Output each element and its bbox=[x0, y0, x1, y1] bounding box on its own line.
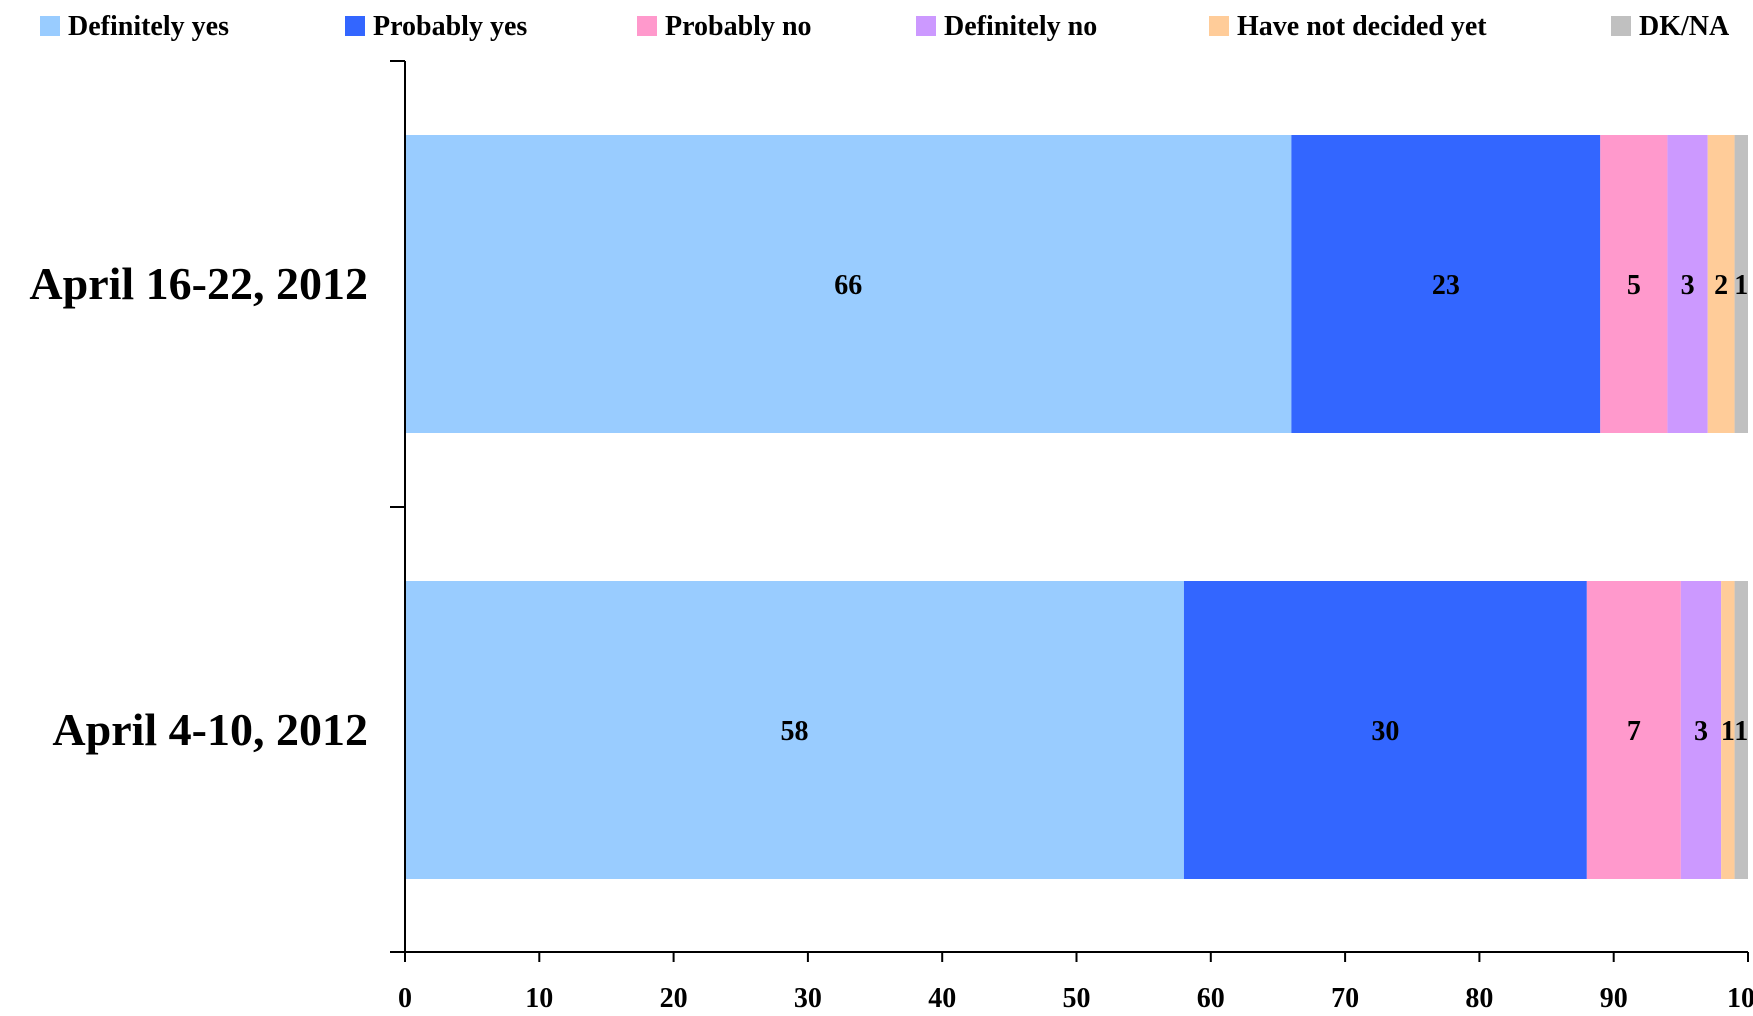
legend-item-have-not-decided-yet: Have not decided yet bbox=[1209, 11, 1487, 42]
x-tick-label: 20 bbox=[660, 983, 688, 1014]
legend-label-dk-na: DK/NA bbox=[1639, 11, 1730, 42]
x-tick-label: 90 bbox=[1600, 983, 1628, 1014]
legend-swatch-dk-na bbox=[1611, 16, 1631, 36]
x-tick-label: 70 bbox=[1331, 983, 1359, 1014]
x-tick-label: 100 bbox=[1727, 983, 1753, 1014]
plot-area: 66 23 5 3 2 158 30 7 3 1 1 bbox=[405, 135, 1748, 879]
legend-label-probably-yes: Probably yes bbox=[373, 11, 527, 42]
bar-definitely-no bbox=[1667, 135, 1708, 433]
legend-item-definitely-no: Definitely no bbox=[916, 11, 1097, 42]
x-tick-label: 30 bbox=[794, 983, 822, 1014]
x-tick-label: 10 bbox=[525, 983, 553, 1014]
axes: 0 10 20 30 40 50 60 70 80 90 100 bbox=[390, 60, 1753, 1014]
legend-swatch-definitely-no bbox=[916, 16, 936, 36]
data-label-dk-na: 1 bbox=[1734, 716, 1748, 747]
legend-label-have-not-decided-yet: Have not decided yet bbox=[1237, 11, 1487, 42]
category-label-april-4-10-2012: April 4-10, 2012 bbox=[52, 704, 368, 755]
x-tick-label: 80 bbox=[1465, 983, 1493, 1014]
data-label-probably-no: 7 bbox=[1627, 716, 1641, 747]
bar-definitely-no bbox=[1680, 581, 1722, 879]
bar-group-april-4-10-2012: 58 30 7 3 1 1 bbox=[405, 581, 1748, 879]
bar-probably-yes bbox=[1183, 581, 1587, 879]
bar-have-not-decided-yet bbox=[1707, 135, 1735, 433]
bar-dk-na bbox=[1734, 581, 1748, 879]
legend-item-probably-no: Probably no bbox=[637, 11, 812, 42]
bar-dk-na bbox=[1734, 135, 1748, 433]
data-label-dk-na: 1 bbox=[1734, 270, 1748, 301]
category-label-april-16-22-2012: April 16-22, 2012 bbox=[29, 258, 368, 309]
legend-item-probably-yes: Probably yes bbox=[345, 11, 527, 42]
legend-item-dk-na: DK/NA bbox=[1611, 11, 1730, 42]
x-tick-label: 60 bbox=[1197, 983, 1225, 1014]
bar-group-april-16-22-2012: 66 23 5 3 2 1 bbox=[405, 135, 1748, 433]
data-label-probably-yes: 23 bbox=[1432, 270, 1460, 301]
data-label-definitely-yes: 58 bbox=[780, 716, 808, 747]
legend-swatch-probably-yes bbox=[345, 16, 365, 36]
bar-definitely-yes bbox=[405, 581, 1184, 879]
x-tick-label: 40 bbox=[928, 983, 956, 1014]
data-label-definitely-yes: 66 bbox=[834, 270, 862, 301]
bar-definitely-yes bbox=[405, 135, 1292, 433]
legend-label-probably-no: Probably no bbox=[665, 11, 812, 42]
legend-swatch-probably-no bbox=[637, 16, 657, 36]
legend-label-definitely-yes: Definitely yes bbox=[68, 11, 229, 42]
legend-item-definitely-yes: Definitely yes bbox=[40, 11, 229, 42]
data-label-probably-no: 5 bbox=[1627, 270, 1641, 301]
bar-have-not-decided-yet bbox=[1721, 581, 1735, 879]
legend: Definitely yes Probably yes Probably no Def… bbox=[40, 11, 1730, 42]
data-label-definitely-no: 3 bbox=[1694, 716, 1708, 747]
data-label-have-not-decided-yet: 2 bbox=[1714, 270, 1728, 301]
legend-label-definitely-no: Definitely no bbox=[944, 11, 1097, 42]
x-tick-label: 0 bbox=[398, 983, 412, 1014]
category-labels: April 16-22, 2012 April 4-10, 2012 bbox=[29, 258, 368, 755]
data-label-probably-yes: 30 bbox=[1371, 716, 1399, 747]
legend-swatch-definitely-yes bbox=[40, 16, 60, 36]
bar-probably-yes bbox=[1291, 135, 1601, 433]
data-label-definitely-no: 3 bbox=[1681, 270, 1695, 301]
legend-swatch-have-not-decided-yet bbox=[1209, 16, 1229, 36]
x-tick-label: 50 bbox=[1063, 983, 1091, 1014]
bar-probably-no bbox=[1600, 135, 1668, 433]
data-label-have-not-decided-yet: 1 bbox=[1721, 716, 1735, 747]
bar-probably-no bbox=[1586, 581, 1681, 879]
